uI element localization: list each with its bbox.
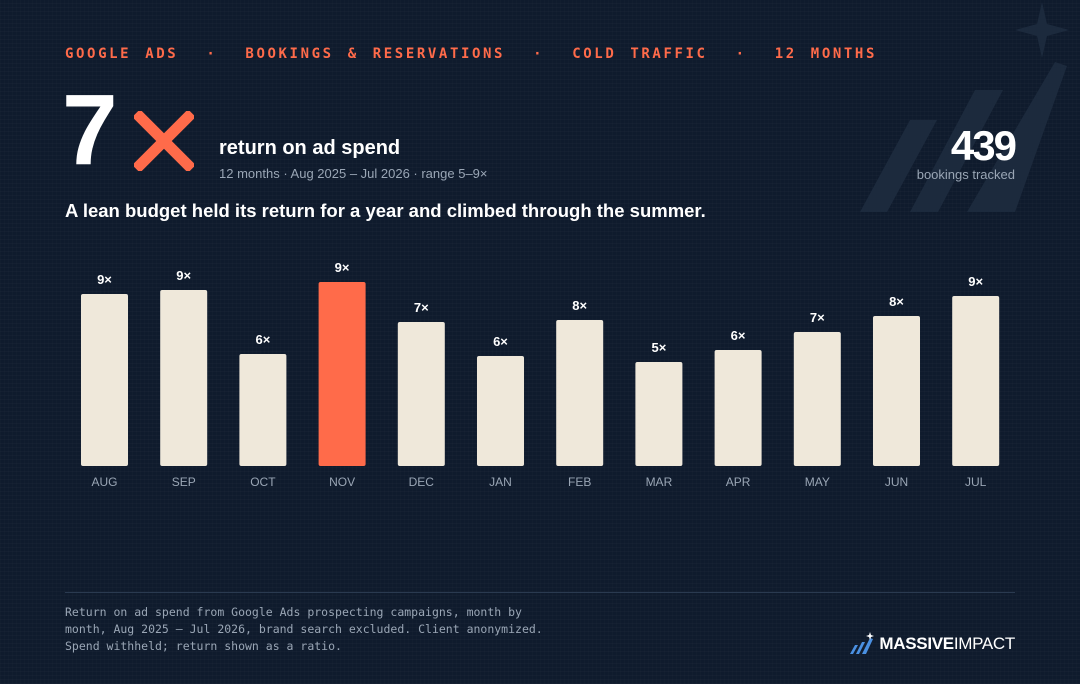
- chart-headline: A lean budget held its return for a year…: [65, 200, 706, 221]
- x-tick-jan: JAN: [489, 475, 512, 489]
- brand-logo: MASSIVEIMPACT: [849, 632, 1015, 656]
- data-label-apr: 6×: [731, 328, 746, 343]
- bar-oct: [239, 354, 287, 466]
- data-label-nov: 9×: [335, 260, 350, 275]
- x-tick-feb: FEB: [568, 475, 591, 489]
- multiplier-x-icon: [134, 111, 194, 171]
- bar-mar: [635, 362, 683, 466]
- data-label-dec: 7×: [414, 300, 429, 315]
- bar-apr: [714, 350, 762, 466]
- x-tick-mar: MAR: [646, 475, 673, 489]
- x-tick-aug: AUG: [91, 475, 117, 489]
- data-label-feb: 8×: [572, 298, 587, 313]
- bar-jul: [952, 296, 1000, 466]
- x-tick-oct: OCT: [250, 475, 276, 489]
- headline-metric-sublabel: 12 months · Aug 2025 – Jul 2026 · range …: [219, 166, 488, 181]
- x-tick-dec: DEC: [409, 475, 435, 489]
- bar-may: [793, 332, 841, 466]
- data-label-jan: 6×: [493, 334, 508, 349]
- x-tick-jul: JUL: [965, 475, 987, 489]
- eyebrow: GOOGLE ADS · BOOKINGS & RESERVATIONS · C…: [65, 46, 877, 62]
- footer-divider: [65, 592, 1015, 593]
- bar-dec: [397, 322, 445, 466]
- data-label-oct: 6×: [255, 332, 270, 347]
- bookings-count-value: 439: [950, 122, 1017, 169]
- bar-aug: [81, 294, 128, 466]
- headline-metric-label: return on ad spend: [219, 137, 401, 159]
- roas-bar-chart: 9× AUG 9× SEP 6× OCT 9× NOV 7× DEC 6× JAN 8× FEB 5× MAR…: [81, 260, 1000, 489]
- data-label-sep: 9×: [176, 268, 191, 283]
- x-tick-jun: JUN: [885, 475, 908, 489]
- footnote: Return on ad spend from Google Ads prosp…: [65, 605, 543, 653]
- bookings-count-label: bookings tracked: [916, 167, 1015, 182]
- brand-watermark-icon: [860, 2, 1069, 212]
- data-label-jun: 8×: [889, 294, 904, 309]
- data-label-mar: 5×: [651, 340, 666, 355]
- massive-impact-logo-icon: [850, 632, 875, 654]
- x-tick-sep: SEP: [172, 475, 196, 489]
- bar-sep: [160, 290, 208, 466]
- bar-nov: [318, 282, 366, 466]
- brand-name: MASSIVEIMPACT: [879, 634, 1015, 653]
- bar-jan: [477, 356, 524, 466]
- bar-jun: [873, 316, 920, 466]
- x-tick-apr: APR: [726, 475, 751, 489]
- x-tick-may: MAY: [805, 475, 830, 489]
- headline-metric-value: 7: [62, 74, 118, 186]
- x-tick-nov: NOV: [329, 475, 355, 489]
- data-label-jul: 9×: [968, 274, 983, 289]
- data-label-aug: 9×: [97, 272, 112, 287]
- data-label-may: 7×: [810, 310, 825, 325]
- bar-feb: [556, 320, 604, 466]
